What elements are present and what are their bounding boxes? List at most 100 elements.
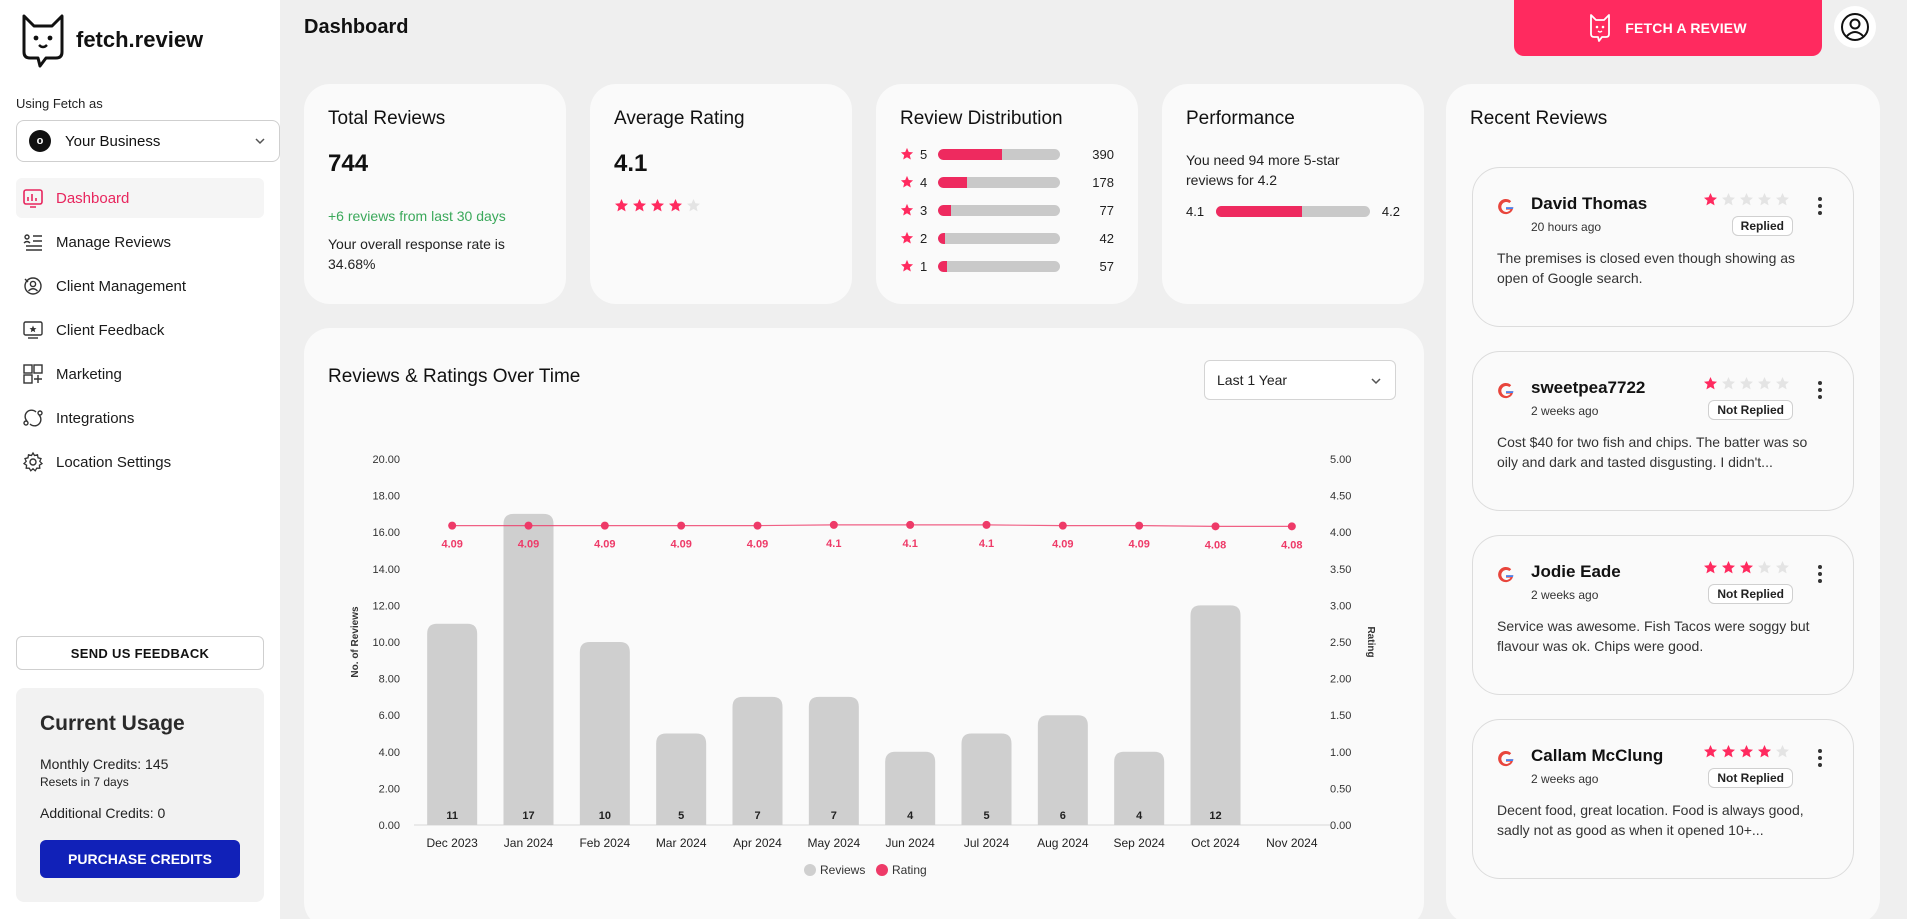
x-tick-label: Nov 2024 (1266, 836, 1318, 850)
rating-point (524, 521, 533, 530)
chart-bar (1037, 715, 1088, 825)
star-empty-icon (1740, 193, 1753, 206)
x-tick-label: Aug 2024 (1037, 836, 1089, 850)
profile-button[interactable] (1834, 6, 1876, 48)
business-select[interactable]: o Your Business (16, 120, 280, 162)
y2-axis-title: Rating (1365, 626, 1376, 657)
star-filled-icon (900, 203, 914, 216)
brand-logo[interactable]: fetch.review (20, 12, 203, 68)
distribution-rows: 5 390 4 178 3 77 2 42 1 57 (900, 140, 1114, 280)
distribution-bar-fill (938, 260, 948, 272)
user-avatar-icon (1841, 13, 1869, 41)
card-title: Performance (1186, 108, 1295, 129)
feedback-icon (23, 321, 43, 339)
sidebar-item-location-settings[interactable]: Location Settings (16, 442, 264, 482)
review-card[interactable]: Callam McClung 2 weeks ago Not Replied D… (1472, 719, 1854, 879)
y2-tick-label: 5.00 (1330, 454, 1351, 466)
google-icon (1498, 198, 1514, 215)
star-filled-icon (900, 147, 914, 160)
integrations-icon (23, 409, 43, 427)
sidebar-item-label: Integrations (56, 409, 135, 427)
chart-bar (656, 733, 707, 825)
send-feedback-button[interactable]: SEND US FEEDBACK (16, 636, 264, 670)
distribution-count: 57 (1099, 258, 1114, 274)
rating-point (600, 521, 609, 530)
chevron-down-icon (1371, 378, 1381, 385)
distribution-star-label: 4 (920, 174, 928, 190)
rating-value-label: 4.08 (1205, 539, 1226, 551)
performance-bar (1216, 206, 1370, 217)
fetch-review-button[interactable]: FETCH A REVIEW (1514, 0, 1822, 56)
gear-icon (22, 451, 44, 472)
total-reviews-value: 744 (328, 150, 369, 177)
x-tick-label: Mar 2024 (656, 836, 707, 850)
more-options-icon[interactable] (1817, 748, 1823, 768)
star-empty-icon (1776, 561, 1789, 574)
bar-value-label: 6 (1060, 810, 1066, 822)
star-filled-icon (1722, 561, 1735, 574)
performance-from: 4.1 (1186, 204, 1205, 219)
more-options-icon[interactable] (1817, 564, 1823, 584)
review-card[interactable]: David Thomas 20 hours ago Replied The pr… (1472, 167, 1854, 327)
distribution-bar (938, 260, 1060, 272)
review-text: Cost $40 for two fish and chips. The bat… (1497, 434, 1808, 470)
sidebar-item-manage-reviews[interactable]: Manage Reviews (16, 222, 264, 262)
sidebar-item-client-feedback[interactable]: Client Feedback (16, 310, 264, 350)
sidebar-item-client-management[interactable]: Client Management (16, 266, 264, 306)
y-tick-label: 14.00 (372, 564, 400, 576)
rating-point (1211, 522, 1220, 531)
rating-point (1135, 521, 1144, 530)
review-time: 2 weeks ago (1531, 588, 1599, 602)
star-filled-icon (1758, 745, 1771, 758)
star-empty-icon (1758, 561, 1771, 574)
distribution-bar-fill (938, 176, 968, 188)
chart-bar (1114, 751, 1165, 825)
chart-bar (503, 513, 554, 825)
y-tick-label: 4.00 (379, 747, 400, 759)
card-title: Total Reviews (328, 108, 446, 129)
star-filled-icon (1722, 745, 1735, 758)
review-text: Decent food, great location. Food is alw… (1497, 802, 1804, 838)
bar-value-label: 17 (522, 810, 534, 822)
y-tick-label: 16.00 (372, 527, 400, 539)
rating-line (452, 524, 1292, 527)
reviewer-name: David Thomas (1531, 194, 1648, 213)
google-icon (1498, 566, 1514, 583)
review-card[interactable]: Jodie Eade 2 weeks ago Not Replied Servi… (1472, 535, 1854, 695)
rating-value-label: 4.09 (518, 539, 539, 551)
x-tick-label: Jun 2024 (885, 836, 935, 850)
reviews-ratings-chart: 0.00 2.00 4.00 6.00 8.00 10.00 12.00 14.00 16.00… (350, 454, 1376, 877)
star-empty-icon (1722, 377, 1735, 390)
time-range-select[interactable]: Last 1 Year (1204, 360, 1396, 400)
chart-bar (579, 642, 630, 825)
chart-bar (732, 696, 783, 825)
sidebar-item-integrations[interactable]: Integrations (16, 398, 264, 438)
more-options-icon[interactable] (1817, 196, 1823, 216)
rating-point (677, 521, 686, 530)
review-time: 20 hours ago (1531, 220, 1602, 234)
sidebar-item-dashboard[interactable]: Dashboard (16, 178, 264, 218)
sidebar-item-marketing[interactable]: Marketing (16, 354, 264, 394)
review-stars (1703, 744, 1790, 759)
bar-value-label: 5 (983, 810, 989, 822)
y2-tick-label: 4.00 (1330, 527, 1351, 539)
status-badge: Replied (1731, 216, 1793, 236)
marketing-icon (23, 364, 43, 384)
rating-point (1058, 521, 1067, 530)
distribution-bar (938, 176, 1060, 188)
review-distribution-card: Review Distribution 5 390 4 178 3 77 2 42 1 57 (876, 84, 1138, 304)
distribution-bar-fill (938, 204, 951, 216)
star-filled-icon (900, 175, 914, 188)
star-empty-icon (1776, 745, 1789, 758)
y-tick-label: 10.00 (372, 637, 400, 649)
more-options-icon[interactable] (1817, 380, 1823, 400)
client-management-icon (24, 277, 42, 295)
legend-swatch-rating (876, 864, 888, 876)
review-card[interactable]: sweetpea7722 2 weeks ago Not Replied Cos… (1472, 351, 1854, 511)
rating-value-label: 4.1 (979, 538, 994, 550)
additional-credits: Additional Credits: 0 (40, 805, 166, 821)
purchase-credits-button[interactable]: PURCHASE CREDITS (40, 840, 240, 878)
distribution-row: 3 77 (900, 196, 1114, 224)
rating-point (753, 521, 762, 530)
star-empty-icon (1722, 193, 1735, 206)
